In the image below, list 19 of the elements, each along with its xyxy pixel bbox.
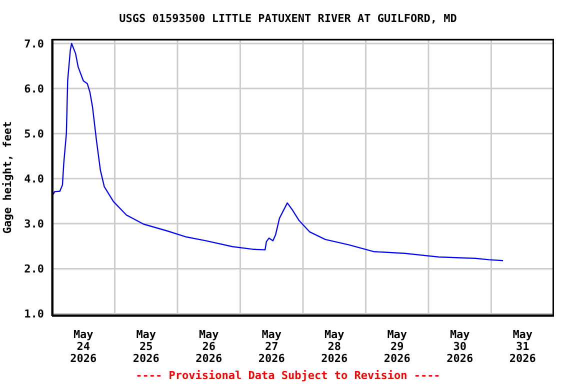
y-tick-label: 4.0 — [24, 172, 44, 186]
chart-title: USGS 01593500 LITTLE PATUXENT RIVER AT GUILFORD, MD — [118, 12, 458, 25]
x-tick-label: May 25 2026 — [132, 328, 160, 365]
x-tick-label: May 24 2026 — [70, 328, 97, 365]
y-tick-label: 7.0 — [24, 37, 44, 50]
text: ---- Provisional Data Subject to Revision ---- — [134, 369, 442, 382]
y-tick-label: 3.0 — [24, 218, 44, 231]
y-tick-label: 6.0 — [24, 82, 44, 96]
y-tick-label: 2.0 — [24, 262, 44, 276]
x-tick-label: May 31 2026 — [509, 328, 536, 365]
x-tick-label: May 28 2026 — [321, 328, 348, 365]
y-tick-label: 1.0 — [24, 308, 44, 321]
y-tick-label: 5.0 — [24, 127, 44, 140]
x-tick-label: May 26 2026 — [196, 328, 222, 365]
x-tick-label: May 29 2026 — [384, 328, 411, 365]
x-tick-label: May 30 2026 — [446, 328, 474, 365]
x-tick-label: May 27 2026 — [258, 328, 286, 365]
y-axis-title: Gage height, feet — [0, 121, 14, 234]
line-series — [52, 42, 504, 262]
